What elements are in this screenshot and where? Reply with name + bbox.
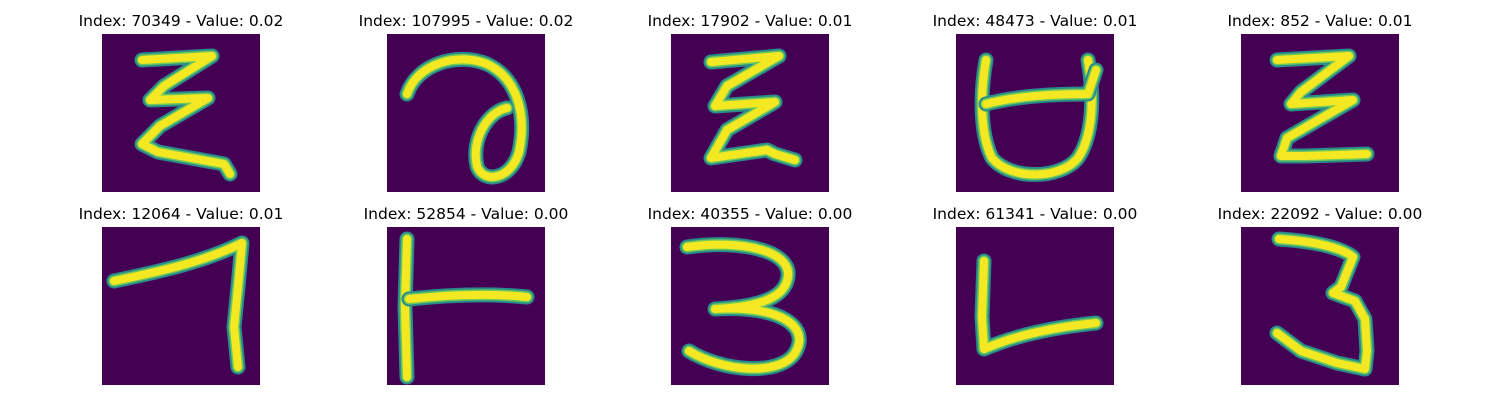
panel-0: Index: 70349 - Value: 0.02 bbox=[51, 11, 311, 192]
panel-title: Index: 22092 - Value: 0.00 bbox=[1217, 205, 1423, 223]
digit-image bbox=[671, 227, 829, 385]
panel-2: Index: 17902 - Value: 0.01 bbox=[620, 11, 880, 192]
panel-title: Index: 12064 - Value: 0.01 bbox=[78, 205, 284, 223]
digit-image bbox=[956, 34, 1114, 192]
panel-title: Index: 107995 - Value: 0.02 bbox=[358, 12, 574, 30]
panel-6: Index: 52854 - Value: 0.00 bbox=[336, 204, 596, 385]
digit-image bbox=[671, 34, 829, 192]
panel-title: Index: 17902 - Value: 0.01 bbox=[647, 12, 853, 30]
panel-1: Index: 107995 - Value: 0.02 bbox=[336, 11, 596, 192]
digit-image bbox=[102, 34, 260, 192]
digit-image bbox=[387, 227, 545, 385]
panel-title: Index: 52854 - Value: 0.00 bbox=[363, 205, 569, 223]
panel-title: Index: 852 - Value: 0.01 bbox=[1227, 12, 1413, 30]
panel-3: Index: 48473 - Value: 0.01 bbox=[905, 11, 1165, 192]
panel-title: Index: 48473 - Value: 0.01 bbox=[932, 12, 1138, 30]
panel-4: Index: 852 - Value: 0.01 bbox=[1190, 11, 1450, 192]
panel-title: Index: 70349 - Value: 0.02 bbox=[78, 12, 284, 30]
panel-title: Index: 40355 - Value: 0.00 bbox=[647, 205, 853, 223]
digit-image bbox=[956, 227, 1114, 385]
panel-5: Index: 12064 - Value: 0.01 bbox=[51, 204, 311, 385]
panel-title: Index: 61341 - Value: 0.00 bbox=[932, 205, 1138, 223]
panel-9: Index: 22092 - Value: 0.00 bbox=[1190, 204, 1450, 385]
digit-image bbox=[1241, 227, 1399, 385]
digit-image bbox=[102, 227, 260, 385]
panel-8: Index: 61341 - Value: 0.00 bbox=[905, 204, 1165, 385]
digit-image bbox=[387, 34, 545, 192]
panel-7: Index: 40355 - Value: 0.00 bbox=[620, 204, 880, 385]
digit-image bbox=[1241, 34, 1399, 192]
